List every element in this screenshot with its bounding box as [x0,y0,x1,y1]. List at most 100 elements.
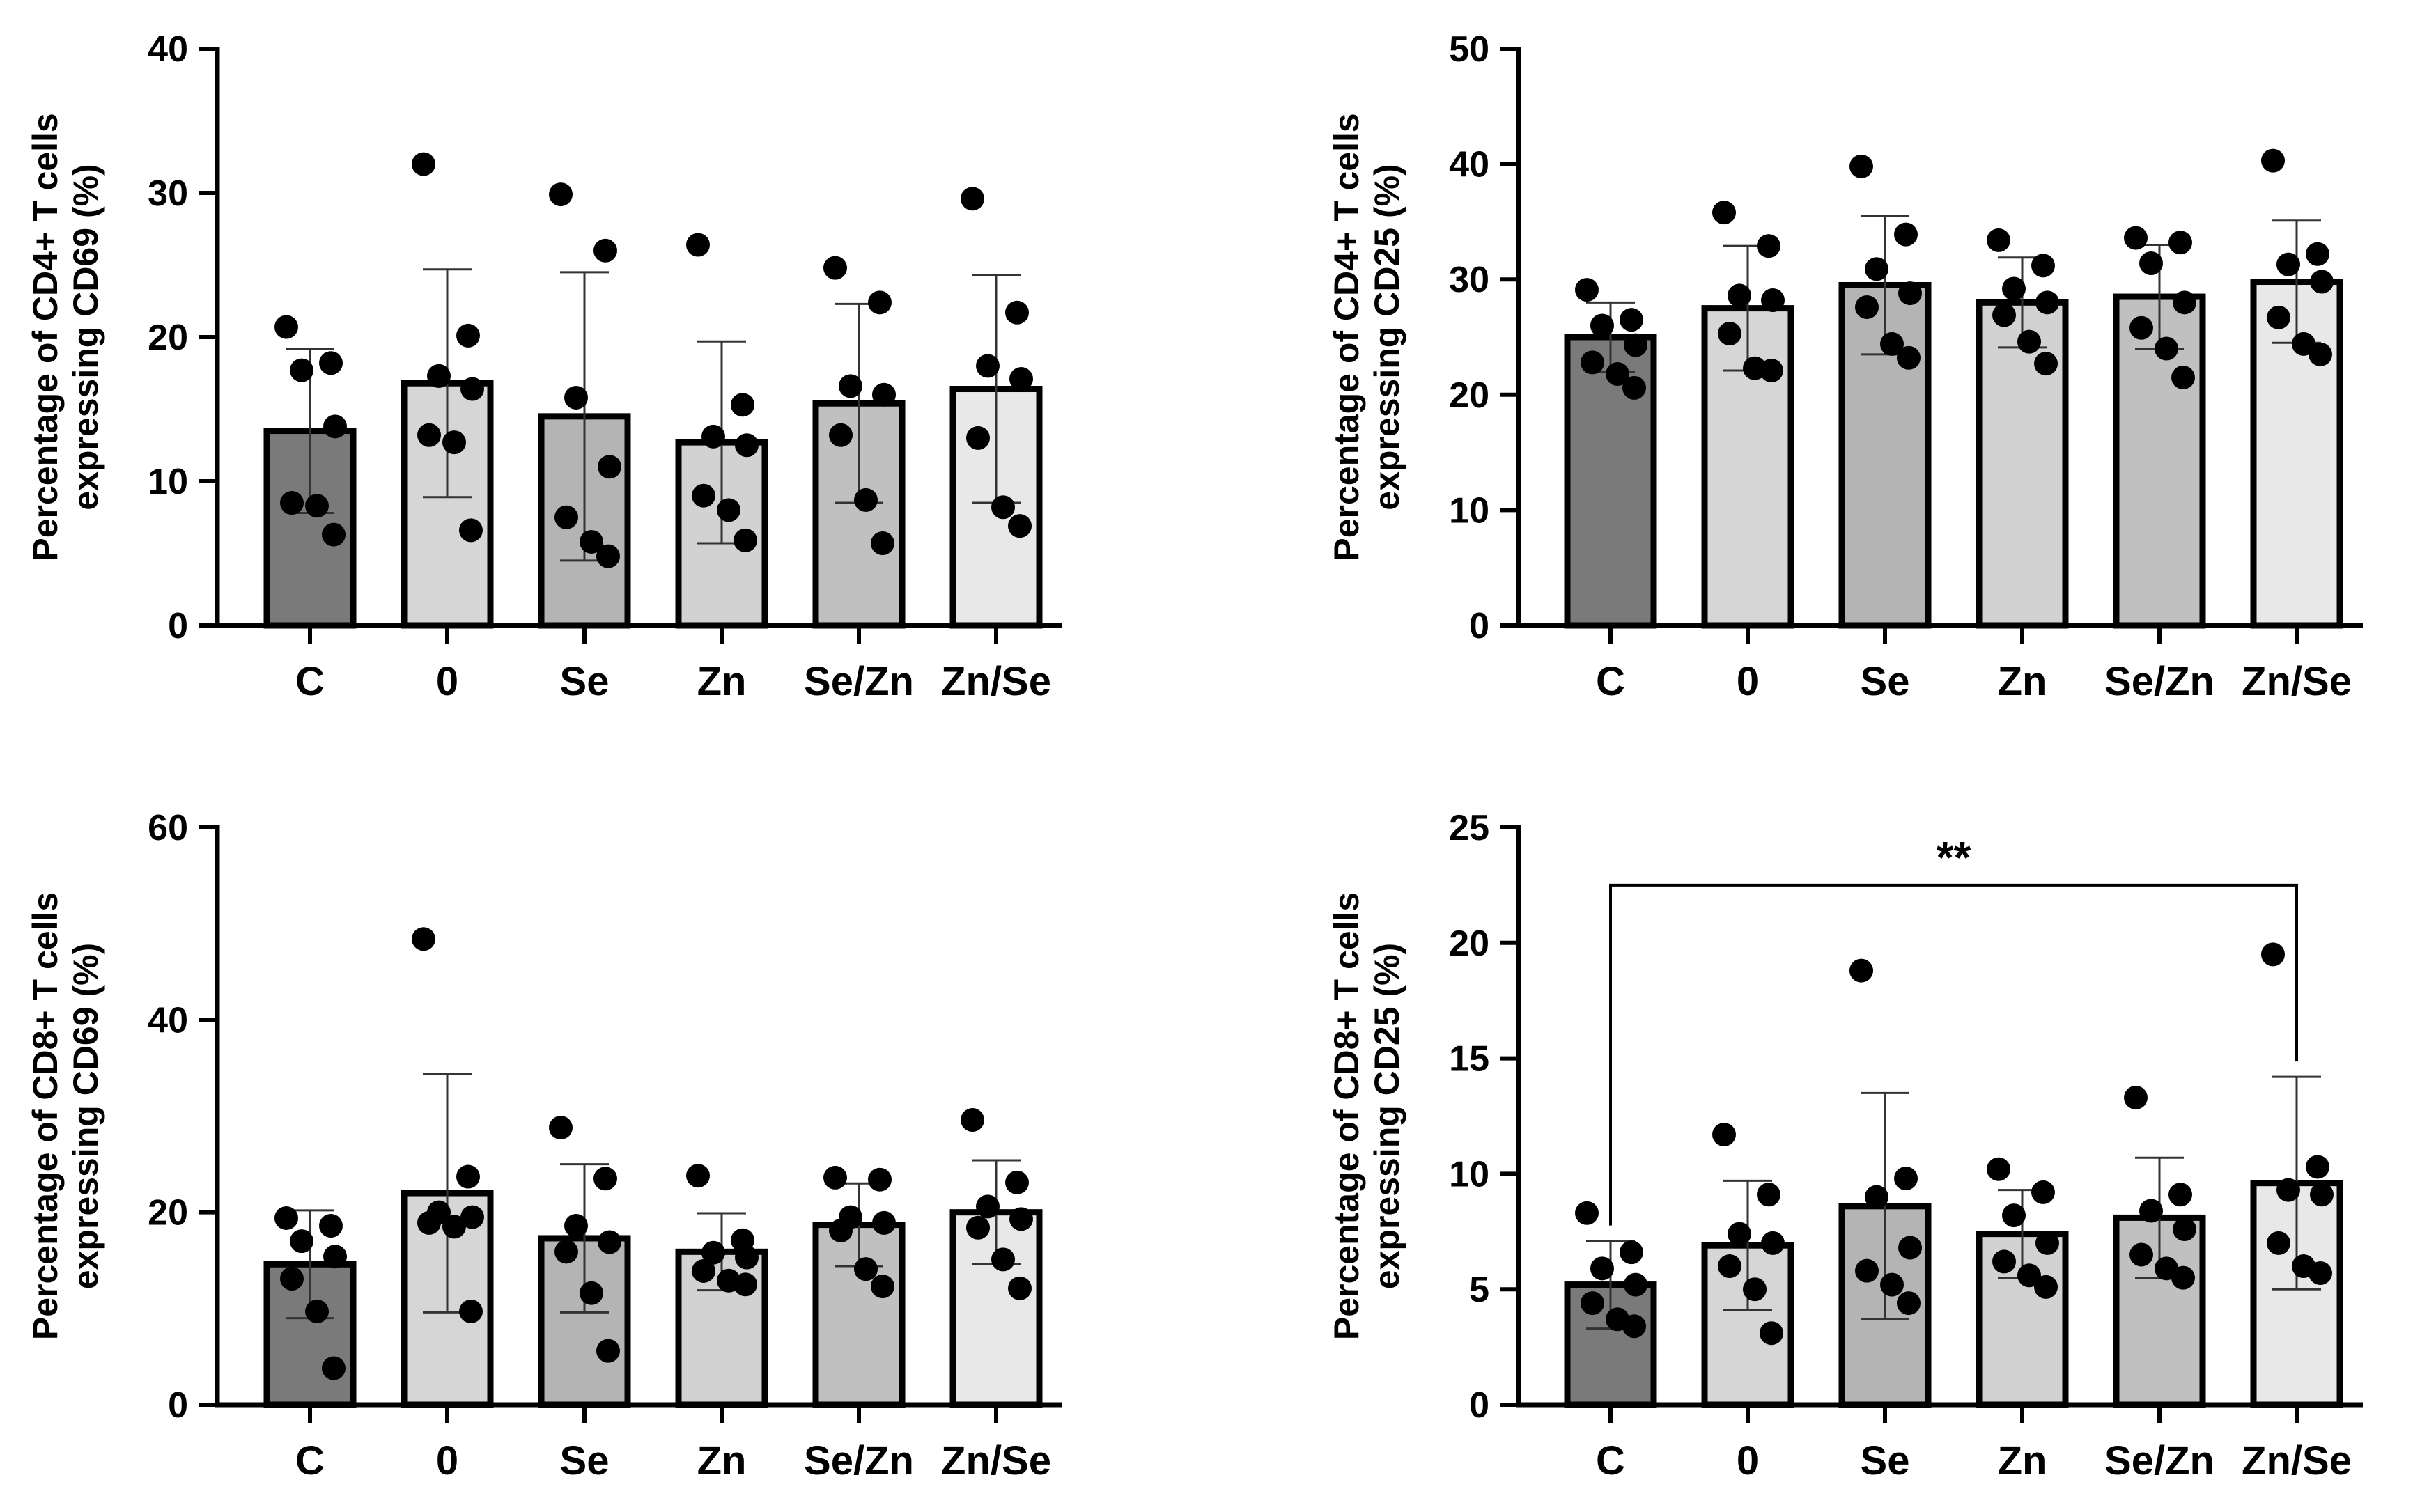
data-point-Se [593,1167,617,1191]
data-point-Se [1898,1236,1922,1260]
data-point-Se [1897,1291,1921,1316]
x-tick-label: Zn [697,1438,747,1483]
y-tick-label: 20 [1449,923,1489,964]
data-point-C [1590,313,1614,338]
data-point-0 [1712,201,1736,225]
data-point-Zn/Se [1005,1170,1029,1194]
data-point-Zn [2017,329,2041,354]
data-point-Zn/Se [976,1194,1000,1219]
data-point-Se [1855,295,1879,319]
data-point-Se [1894,222,1918,247]
data-point-Zn [686,1164,710,1188]
data-point-0 [460,377,484,401]
data-point-Se [1849,154,1873,178]
data-point-Zn [2035,290,2059,315]
data-point-C [1624,333,1647,357]
data-point-Se [1880,332,1904,356]
x-tick-label: Se [560,659,610,704]
y-axis-label-line: expressing CD69 (%) [66,164,105,510]
data-point-0 [1761,1231,1785,1255]
data-point-Zn/Se [991,495,1015,520]
y-tick-label: 0 [1469,606,1489,646]
y-axis-label-line: expressing CD69 (%) [66,943,105,1289]
x-tick-label: Se [1861,1438,1910,1483]
data-point-Se/Zn [839,374,862,398]
data-point-Se [1865,257,1888,281]
y-axis-label-line: expressing CD25 (%) [1367,943,1406,1289]
data-point-Zn [734,1272,757,1297]
data-point-0 [442,1215,466,1239]
x-tick-label: 0 [1737,659,1759,704]
data-point-Zn [686,233,710,257]
data-point-C [1622,1314,1646,1339]
x-tick-label: C [1596,1438,1625,1483]
data-point-C [319,351,343,375]
data-point-0 [1760,1321,1783,1346]
data-point-Se [598,1230,621,1254]
x-tick-label: Zn/Se [941,659,1051,704]
data-point-Se/Zn [868,1167,892,1192]
significance-bracket [1609,883,2298,1226]
data-point-0 [1718,322,1741,346]
data-point-Zn [692,1258,715,1283]
data-point-C [322,522,346,547]
data-point-Zn/Se [1008,514,1032,538]
data-point-C [290,1229,313,1254]
data-point-Se [1855,1258,1879,1283]
data-point-C [305,494,329,518]
data-point-C [1622,375,1646,400]
x-tick-label: Zn [1998,1438,2047,1483]
data-point-Se/Zn [2155,336,2178,361]
data-point-Se [596,1339,620,1363]
data-point-Zn/Se [2261,942,2285,967]
data-point-Zn [734,528,757,552]
data-point-Zn/Se [2310,1183,2334,1207]
x-tick-label: Se [1861,659,1910,704]
data-point-Se/Zn [829,1218,853,1242]
data-point-Zn/Se [976,354,1000,378]
data-point-Se/Zn [868,290,892,315]
panel-cd8-cd69: Percentage of CD8+ T cellsexpressing CD6… [26,808,1062,1483]
data-point-Se/Zn [2168,231,2192,255]
data-point-0 [1757,1183,1780,1207]
data-point-Se/Zn [829,423,853,447]
data-point-Zn/Se [2306,1155,2329,1179]
y-axis-label: Percentage of CD8+ T cellsexpressing CD6… [26,892,105,1340]
data-point-Se [564,1214,588,1238]
data-point-Zn [731,393,754,417]
y-tick-label: 5 [1469,1270,1489,1310]
data-point-Se [1865,1185,1888,1209]
data-point-Se [564,385,588,410]
data-point-Zn [1992,1249,2016,1274]
y-tick-label: 30 [1449,260,1489,300]
data-point-Se/Zn [2139,1199,2163,1223]
data-point-Zn [1992,303,2016,327]
data-point-Se [580,1281,603,1305]
y-tick-label: 10 [148,462,188,502]
data-point-Zn [2002,276,2026,301]
data-point-Zn/Se [1009,367,1033,391]
y-tick-label: 40 [148,1000,188,1041]
data-point-0 [460,1205,484,1229]
x-tick-label: Zn [1998,659,2047,704]
data-point-C [1606,361,1629,386]
data-point-Zn/Se [2309,1261,2332,1285]
data-point-Zn [2031,1180,2055,1204]
data-point-C [1624,1272,1647,1297]
x-tick-label: 0 [1737,1438,1759,1483]
data-point-Se/Zn [2129,1242,2153,1267]
data-point-C [319,1214,343,1238]
data-point-Se [554,505,578,529]
x-tick-label: 0 [436,659,458,704]
x-tick-label: 0 [436,1438,458,1483]
data-point-Se/Zn [2124,1085,2148,1109]
data-point-Zn/Se [961,1108,984,1132]
data-point-0 [456,323,480,348]
y-axis-label-line: expressing CD25 (%) [1367,164,1406,510]
data-point-Zn [701,424,725,449]
data-point-C [1575,278,1599,302]
x-tick-label: Se/Zn [804,1438,914,1483]
data-point-Zn [2034,1275,2058,1299]
y-tick-label: 20 [148,1193,188,1233]
y-axis-label: Percentage of CD4+ T cellsexpressing CD6… [26,113,105,561]
